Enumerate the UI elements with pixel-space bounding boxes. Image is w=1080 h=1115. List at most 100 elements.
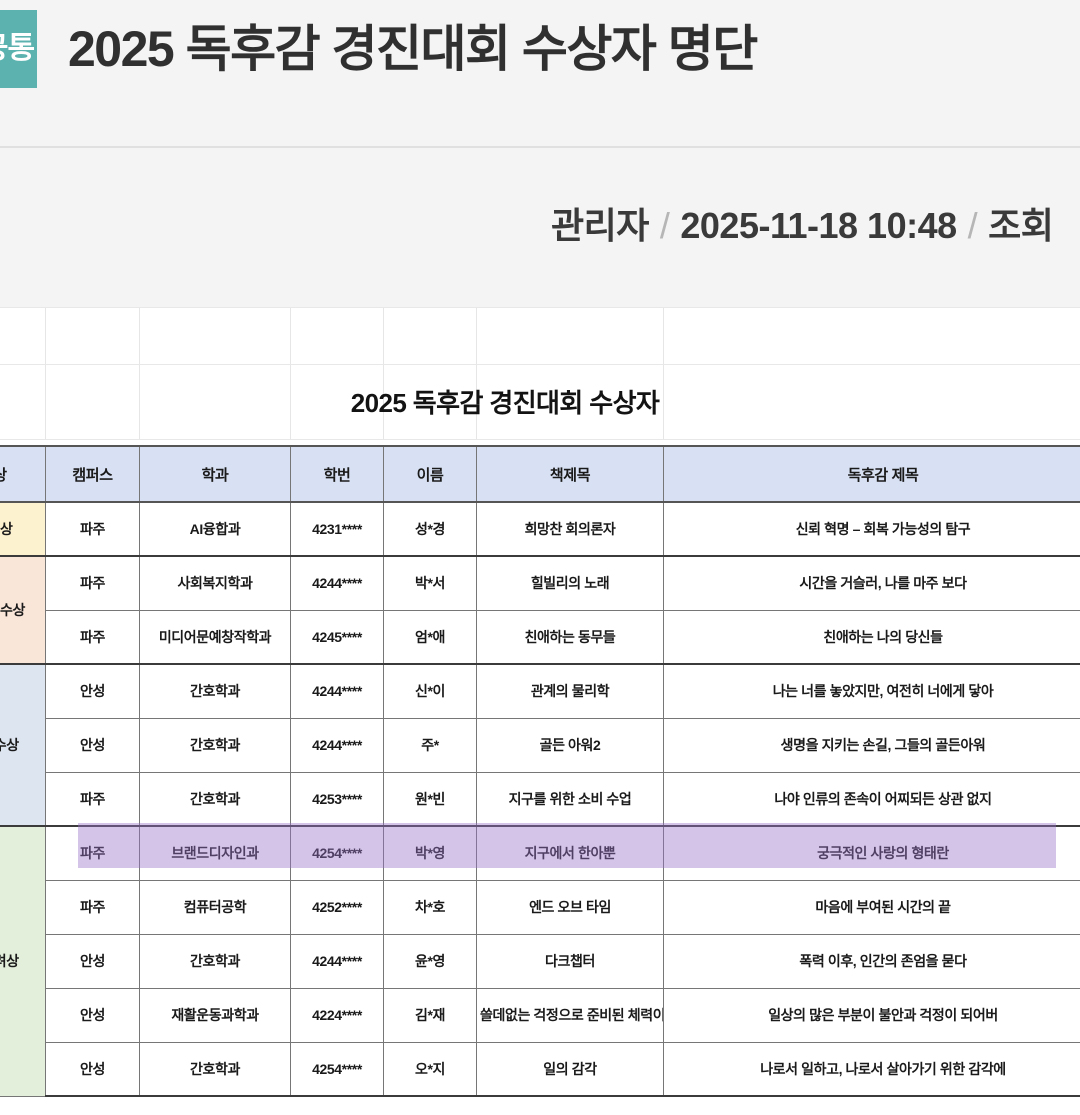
col-header-prize: 상 <box>0 445 46 503</box>
cell-name: 원*빈 <box>383 771 477 827</box>
cell-essay: 시간을 거슬러, 나를 마주 보다 <box>663 555 1080 611</box>
cell-dept: 간호학과 <box>139 717 291 773</box>
cell-campus: 파주 <box>45 825 140 881</box>
cell-name: 차*호 <box>383 879 477 935</box>
cell-book: 힐빌리의 노래 <box>476 555 664 611</box>
cell-dept: 브랜드디자인과 <box>139 825 291 881</box>
col-header-campus: 캠퍼스 <box>45 445 140 503</box>
cell-campus: 안성 <box>45 933 140 989</box>
cell-campus: 파주 <box>45 879 140 935</box>
meta-views: 조회 <box>988 205 1054 246</box>
cell-dept: 간호학과 <box>139 771 291 827</box>
cell-book: 엔드 오브 타임 <box>476 879 664 935</box>
page-title: 2025 독후감 경진대회 수상자 명단 <box>68 21 758 77</box>
meta-datetime: 2025-11-18 10:48 <box>680 205 957 246</box>
post-meta: 관리자/2025-11-18 10:48/조회 <box>0 190 1080 262</box>
cell-prize: 우수상 <box>0 663 46 827</box>
cell-book: 다크챕터 <box>476 933 664 989</box>
cell-campus: 안성 <box>45 987 140 1043</box>
table-row: 안성 간호학과 4254**** 오*지 일의 감각 나로서 일하고, 나로서 살아가기 … <box>0 1041 1080 1097</box>
table-row: 파주 간호학과 4253**** 원*빈 지구를 위한 소비 수업 나야 인류의 존속이 … <box>0 771 1080 827</box>
cell-name: 성*경 <box>383 501 477 557</box>
cell-book: 일의 감각 <box>476 1041 664 1097</box>
cell-prize: 장려상 <box>0 825 46 1097</box>
cell-sid: 4254**** <box>290 1041 384 1097</box>
cell-book: 희망찬 회의론자 <box>476 501 664 557</box>
cell-dept: 간호학과 <box>139 933 291 989</box>
cell-sid: 4245**** <box>290 609 384 665</box>
cell-campus: 파주 <box>45 501 140 557</box>
cell-name: 오*지 <box>383 1041 477 1097</box>
cell-campus: 파주 <box>45 555 140 611</box>
cell-sid: 4253**** <box>290 771 384 827</box>
cell-campus: 파주 <box>45 609 140 665</box>
col-header-sid: 학번 <box>290 445 384 503</box>
col-header-dept: 학과 <box>139 445 291 503</box>
spreadsheet-gridlines <box>0 307 1080 440</box>
cell-essay: 마음에 부여된 시간의 끝 <box>663 879 1080 935</box>
cell-essay: 나야 인류의 존속이 어찌되든 상관 없지 <box>663 771 1080 827</box>
table-row: 파주 컴퓨터공학 4252**** 차*호 엔드 오브 타임 마음에 부여된 시간의 끝 <box>0 879 1080 935</box>
cell-dept: 간호학과 <box>139 1041 291 1097</box>
header-divider <box>0 146 1080 148</box>
meta-author: 관리자 <box>551 205 649 246</box>
cell-sid: 4252**** <box>290 879 384 935</box>
cell-name: 김*재 <box>383 987 477 1043</box>
cell-name: 윤*영 <box>383 933 477 989</box>
cell-campus: 안성 <box>45 717 140 773</box>
cell-book: 관계의 물리학 <box>476 663 664 719</box>
cell-dept: 사회복지학과 <box>139 555 291 611</box>
col-header-essay: 독후감 제목 <box>663 445 1080 503</box>
cell-essay: 나는 너를 놓았지만, 여전히 너에게 닿아 <box>663 663 1080 719</box>
cell-name: 주* <box>383 717 477 773</box>
cell-book: 지구를 위한 소비 수업 <box>476 771 664 827</box>
cell-book: 골든 아워2 <box>476 717 664 773</box>
cell-sid: 4244**** <box>290 717 384 773</box>
sheet-title: 2025 독후감 경진대회 수상자 <box>350 388 660 418</box>
table-row: 안성 간호학과 4244**** 주* 골든 아워2 생명을 지키는 손길, 그들의 골든… <box>0 717 1080 773</box>
cell-dept: 간호학과 <box>139 663 291 719</box>
table-header: 상 캠퍼스 학과 학번 이름 책제목 독후감 제목 <box>0 445 1080 503</box>
col-header-book: 책제목 <box>476 445 664 503</box>
cell-campus: 파주 <box>45 771 140 827</box>
cell-dept: 미디어문예창작학과 <box>139 609 291 665</box>
cell-dept: 재활운동과학과 <box>139 987 291 1043</box>
post-header: 공통 2025 독후감 경진대회 수상자 명단 관리자/2025-11-18 1… <box>0 0 1080 307</box>
cell-sid: 4254**** <box>290 825 384 881</box>
cell-campus: 안성 <box>45 1041 140 1097</box>
col-header-name: 이름 <box>383 445 477 503</box>
cell-dept: AI융합과 <box>139 501 291 557</box>
cell-sid: 4244**** <box>290 933 384 989</box>
meta-separator-1: / <box>659 205 670 246</box>
cell-prize: 대상 <box>0 501 46 557</box>
category-badge: 공통 <box>0 10 37 88</box>
cell-essay: 궁극적인 사랑의 형태란 <box>663 825 1080 881</box>
cell-essay: 신뢰 혁명 – 회복 가능성의 탐구 <box>663 501 1080 557</box>
cell-book: 지구에서 한아뿐 <box>476 825 664 881</box>
cell-sid: 4244**** <box>290 663 384 719</box>
cell-sid: 4224**** <box>290 987 384 1043</box>
attachment-spreadsheet: 2025 독후감 경진대회 수상자 상 캠퍼스 학과 학번 이름 책제목 독후감… <box>0 307 1080 1115</box>
table-row: 파주 미디어문예창작학과 4245**** 엄*애 친애하는 동무들 친애하는 나의 당신… <box>0 609 1080 665</box>
meta-separator-2: / <box>967 205 978 246</box>
title-row: 공통 2025 독후감 경진대회 수상자 명단 <box>0 0 1080 147</box>
cell-name: 신*이 <box>383 663 477 719</box>
table-row: 안성 간호학과 4244**** 윤*영 다크챕터 폭력 이후, 인간의 존엄을 묻다 <box>0 933 1080 989</box>
cell-book: 쓸데없는 걱정으로 준비된 체력이 소진되었습니다 <box>476 987 664 1043</box>
cell-essay: 일상의 많은 부분이 불안과 걱정이 되어버 <box>663 987 1080 1043</box>
cell-book: 친애하는 동무들 <box>476 609 664 665</box>
cell-essay: 폭력 이후, 인간의 존엄을 묻다 <box>663 933 1080 989</box>
cell-prize: 최우수상 <box>0 555 46 665</box>
cell-name: 엄*애 <box>383 609 477 665</box>
table-header-row: 상 캠퍼스 학과 학번 이름 책제목 독후감 제목 <box>0 445 1080 503</box>
cell-campus: 안성 <box>45 663 140 719</box>
cell-essay: 나로서 일하고, 나로서 살아가기 위한 감각에 <box>663 1041 1080 1097</box>
cell-sid: 4244**** <box>290 555 384 611</box>
cell-essay: 친애하는 나의 당신들 <box>663 609 1080 665</box>
